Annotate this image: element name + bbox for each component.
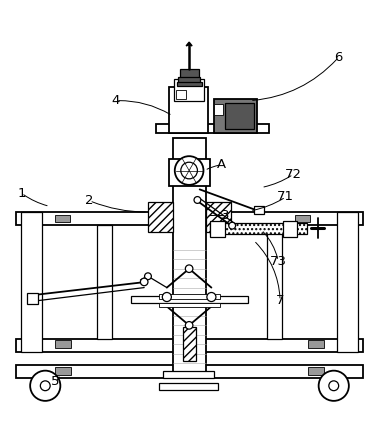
Bar	[172, 138, 207, 378]
Bar	[207, 202, 231, 232]
Text: 7: 7	[276, 294, 284, 307]
Text: 3: 3	[221, 210, 230, 222]
Bar	[169, 87, 208, 133]
Bar	[183, 327, 196, 361]
Polygon shape	[27, 293, 37, 304]
Bar	[155, 124, 269, 133]
Text: 73: 73	[270, 255, 287, 268]
Bar	[174, 79, 204, 101]
Bar	[178, 77, 200, 82]
Bar	[169, 159, 210, 186]
Bar	[159, 383, 218, 389]
Circle shape	[207, 292, 216, 302]
Text: 2: 2	[85, 194, 94, 207]
Bar	[16, 212, 363, 225]
Bar	[55, 340, 71, 348]
Bar	[175, 90, 186, 99]
Text: 1: 1	[17, 187, 26, 200]
Circle shape	[175, 156, 204, 185]
Bar	[210, 221, 225, 237]
Circle shape	[319, 371, 349, 401]
Bar	[159, 295, 220, 299]
Bar	[254, 206, 264, 214]
Bar	[97, 225, 112, 338]
Bar	[131, 296, 248, 303]
Bar	[267, 225, 282, 338]
Bar	[16, 365, 363, 378]
Bar	[180, 69, 199, 79]
Bar	[337, 212, 357, 352]
Circle shape	[162, 292, 171, 302]
Circle shape	[185, 322, 193, 329]
Bar	[210, 223, 307, 233]
Bar	[308, 340, 324, 348]
Bar	[163, 371, 214, 378]
Bar	[283, 221, 298, 237]
Bar	[214, 99, 257, 133]
Bar	[27, 293, 38, 304]
Circle shape	[40, 381, 50, 391]
Bar	[226, 102, 254, 129]
Bar	[214, 105, 224, 115]
Bar	[55, 367, 71, 375]
Circle shape	[194, 197, 201, 203]
Circle shape	[229, 222, 236, 229]
Circle shape	[30, 371, 60, 401]
Bar	[148, 202, 172, 232]
Bar	[295, 215, 310, 222]
Bar	[177, 82, 202, 86]
Circle shape	[144, 273, 151, 280]
Text: 5: 5	[51, 376, 60, 389]
Text: 71: 71	[277, 190, 294, 203]
Circle shape	[140, 278, 148, 286]
Circle shape	[185, 265, 193, 272]
Bar	[159, 303, 220, 307]
Bar	[308, 367, 324, 375]
Polygon shape	[186, 42, 192, 46]
Text: 72: 72	[285, 168, 302, 181]
Bar	[22, 212, 42, 352]
Bar	[55, 215, 70, 222]
Circle shape	[329, 381, 339, 391]
Bar	[16, 338, 363, 352]
Circle shape	[181, 162, 197, 179]
Text: 6: 6	[335, 51, 343, 64]
Text: A: A	[217, 158, 226, 171]
Text: 4: 4	[112, 94, 120, 107]
